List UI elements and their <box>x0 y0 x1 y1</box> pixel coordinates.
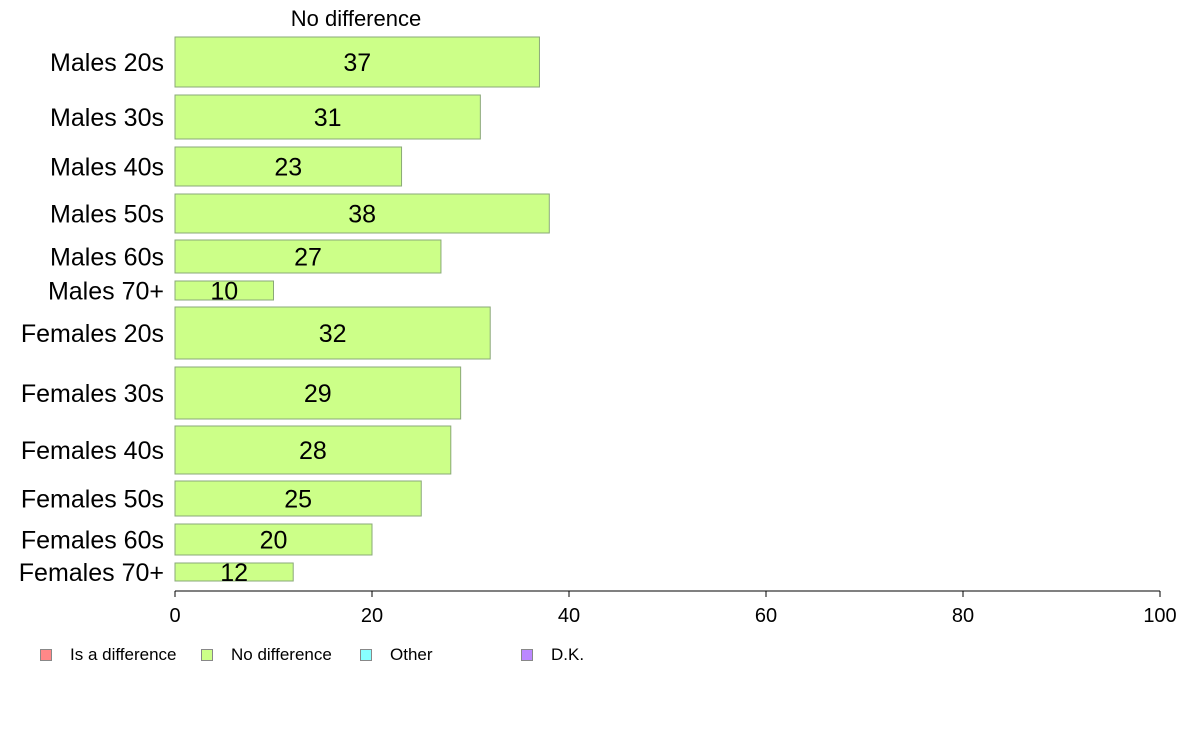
legend-item-dk: D.K. <box>521 645 584 665</box>
legend-item-is-a-difference: Is a difference <box>40 645 176 665</box>
category-label-females-60s: Females 60s <box>21 527 164 555</box>
bar-females-20s <box>174 306 491 360</box>
category-label-females-50s: Females 50s <box>21 486 164 514</box>
bar-males-20s <box>174 36 540 88</box>
bar-males-30s <box>174 94 481 140</box>
legend-label: Is a difference <box>70 645 177 664</box>
data-label-males-20s: 37 <box>343 49 371 77</box>
x-tick-label: 100 <box>1143 605 1176 627</box>
legend-swatch <box>521 649 533 661</box>
legend-item-other: Other <box>360 645 433 665</box>
x-tick-label: 20 <box>361 605 383 627</box>
data-label-males-60s: 27 <box>294 244 322 272</box>
chart-title: No difference <box>291 6 421 31</box>
x-tick-label: 0 <box>169 605 180 627</box>
category-label-males-50s: Males 50s <box>50 201 164 229</box>
data-label-females-70: 12 <box>220 559 248 587</box>
bar-females-30s <box>174 366 462 420</box>
legend-label: Other <box>390 645 433 664</box>
data-label-males-40s: 23 <box>274 154 302 182</box>
legend-swatch <box>40 649 52 661</box>
bar-males-60s <box>174 239 442 274</box>
x-axis: 0 20 40 60 80 100 <box>169 590 1177 627</box>
bar-males-70 <box>174 280 274 301</box>
data-label-males-30s: 31 <box>314 104 342 132</box>
bar-females-50s <box>174 480 422 517</box>
category-label-males-20s: Males 20s <box>50 49 164 77</box>
x-tick-label: 60 <box>755 605 777 627</box>
legend-swatch <box>201 649 213 661</box>
bar-females-40s <box>174 425 452 475</box>
bar-females-70 <box>174 562 294 582</box>
category-label-males-30s: Males 30s <box>50 104 164 132</box>
category-label-females-20s: Females 20s <box>21 320 164 348</box>
category-label-females-40s: Females 40s <box>21 437 164 465</box>
category-label-males-60s: Males 60s <box>50 244 164 272</box>
x-tick-label: 40 <box>558 605 580 627</box>
bar-females-60s <box>174 523 373 556</box>
legend-label: D.K. <box>551 645 585 664</box>
legend-swatch <box>360 649 372 661</box>
data-label-females-60s: 20 <box>260 527 288 555</box>
data-label-females-20s: 32 <box>319 320 347 348</box>
bar-males-50s <box>174 193 550 234</box>
legend-item-no-difference: No difference <box>201 645 332 665</box>
category-label-males-70: Males 70+ <box>48 278 164 306</box>
data-label-females-40s: 28 <box>299 437 327 465</box>
category-labels: Males 20s Males 30s Males 40s Males 50s Male… <box>19 49 164 587</box>
category-label-females-30s: Females 30s <box>21 380 164 408</box>
data-label-females-30s: 29 <box>304 380 332 408</box>
category-label-males-40s: Males 40s <box>50 154 164 182</box>
bar-males-40s <box>174 146 403 187</box>
data-label-females-50s: 25 <box>284 486 312 514</box>
category-label-females-70: Females 70+ <box>19 559 164 587</box>
data-label-males-70: 10 <box>210 278 238 306</box>
x-tick-label: 80 <box>952 605 974 627</box>
data-label-males-50s: 38 <box>348 201 376 229</box>
legend-label: No difference <box>231 645 332 664</box>
